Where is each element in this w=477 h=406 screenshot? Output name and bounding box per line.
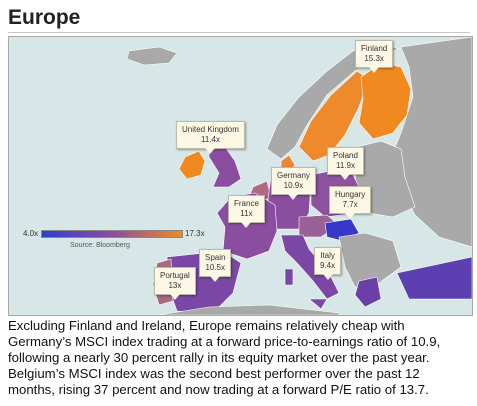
region-sicily [308,298,328,310]
caption-text: Excluding Finland and Ireland, Europe re… [8,318,441,397]
legend-max-label: 17.3x [185,229,205,238]
callout-italy-name: Italy [320,251,335,260]
europe-map: Finland 15.3x United Kingdom 11.4x Polan… [8,36,473,316]
callout-portugal-name: Portugal [160,271,190,280]
callout-germany: Germany 10.9x [271,167,316,200]
callout-italy-value: 9.4x [320,261,336,270]
region-balkans [338,232,402,288]
source-note: Source: Bloomberg [70,242,130,249]
callout-united-kingdom-value: 11.4x [200,135,220,144]
map-canvas [9,37,472,315]
callout-france: France 11x [228,195,265,228]
callout-poland: Poland 11.9x [327,147,364,180]
callout-germany-name: Germany [277,171,310,180]
callout-spain-name: Spain [205,253,226,262]
callout-poland-name: Poland [333,151,358,160]
callout-portugal-value: 13x [168,281,182,290]
callout-hungary: Hungary 7.7x [329,186,372,219]
callout-poland-value: 11.9x [335,161,355,170]
callout-portugal: Portugal 13x [154,267,196,300]
callout-hungary-name: Hungary [335,190,366,199]
callout-italy: Italy 9.4x [314,247,342,280]
callout-spain: Spain 10.5x [199,249,232,282]
callout-france-value: 11x [240,209,253,218]
region-ireland [178,150,206,180]
callout-france-name: France [234,199,259,208]
callout-finland-name: Finland [361,44,388,53]
callout-germany-value: 10.9x [283,181,304,190]
callout-united-kingdom: United Kingdom 11.4x [176,121,245,154]
region-north-africa [158,304,340,315]
legend-gradient-bar [41,230,183,238]
callout-finland-value: 15.3x [364,54,384,63]
region-greece [354,276,382,308]
region-sardinia [284,268,294,286]
callout-spain-value: 10.5x [205,263,226,272]
legend-min-label: 4.0x [23,229,39,238]
page-title: Europe [8,6,81,29]
callout-finland: Finland 15.3x [355,40,394,73]
title-divider [8,32,470,33]
region-turkey [396,256,472,300]
callout-hungary-value: 7.7x [342,200,358,209]
region-iceland [126,46,178,66]
callout-united-kingdom-name: United Kingdom [182,125,239,134]
region-italy [280,234,340,300]
